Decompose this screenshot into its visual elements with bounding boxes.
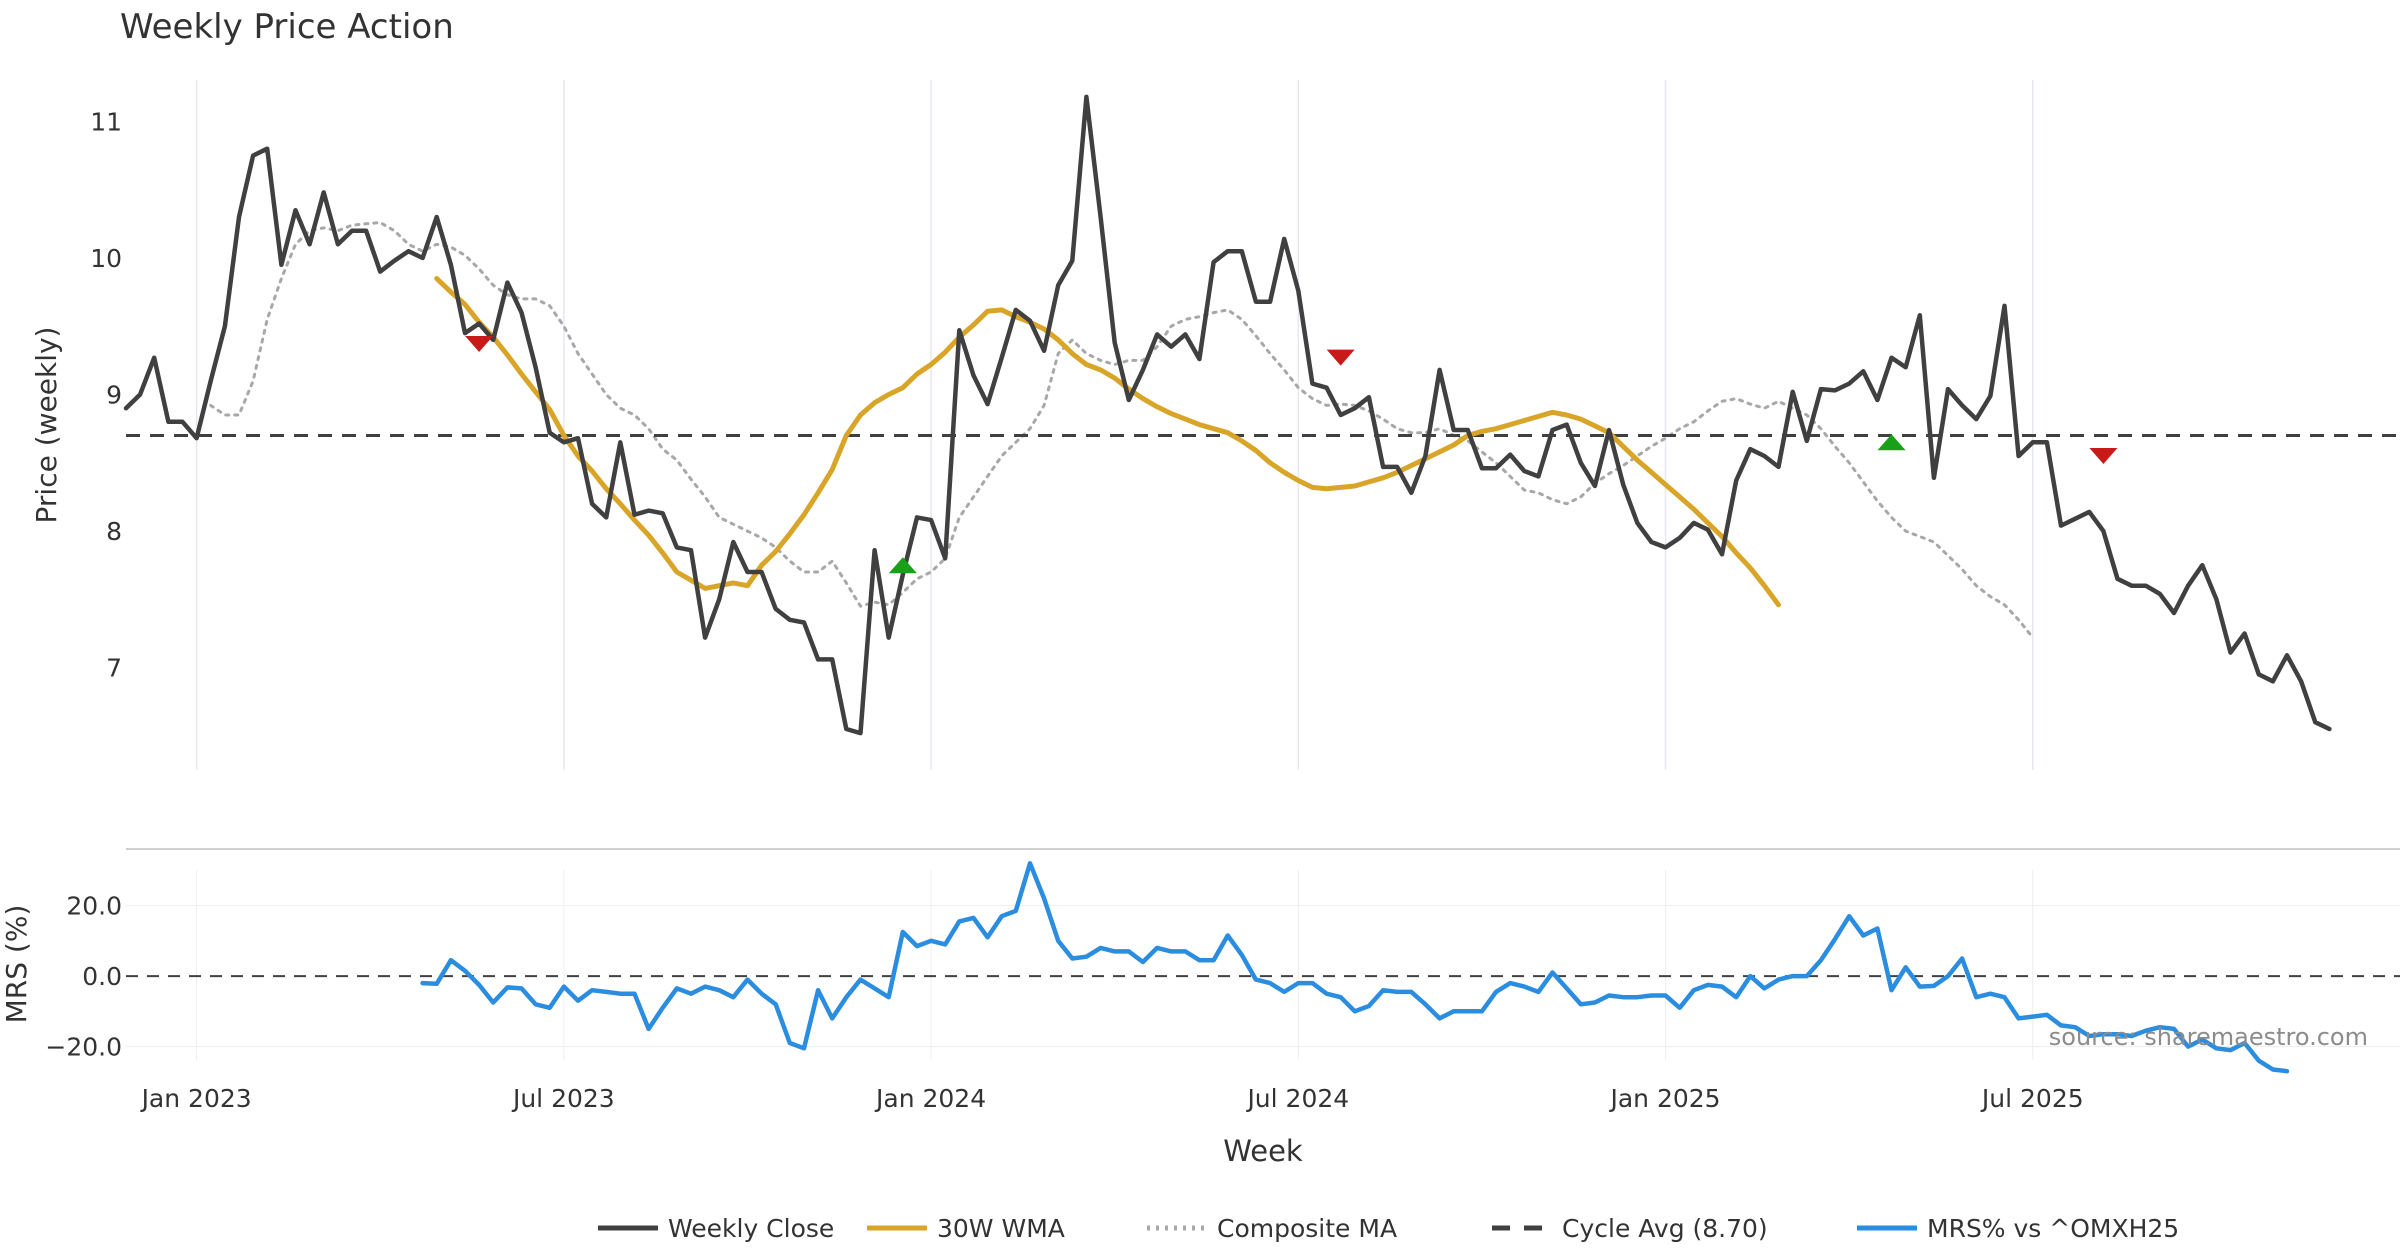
mrs-grid	[126, 870, 2400, 1060]
sell-signal-marker-4	[2089, 447, 2118, 464]
x-tick-label: Jul 2023	[511, 1084, 615, 1113]
x-tick-label: Jul 2025	[1980, 1084, 2084, 1113]
mrs-y-ticks: 20.0 0.0 −20.0	[45, 892, 122, 1062]
legend-label-cycle-avg-8-70: Cycle Avg (8.70)	[1562, 1214, 1768, 1243]
x-tick-label: Jan 2023	[140, 1084, 252, 1113]
buy-signal-marker-3	[1877, 434, 1906, 451]
source-annotation: source: sharemaestro.com	[2049, 1023, 2368, 1051]
weekly-close-line	[123, 94, 2332, 736]
signal-markers	[465, 336, 2118, 574]
mrs-y-tick-label: 0.0	[82, 962, 122, 991]
x-tick-label: Jan 2025	[1608, 1084, 1720, 1113]
price-y-tick-label: 9	[106, 381, 122, 410]
x-axis-ticks: Jan 2023 Jul 2023 Jan 2024 Jul 2024 Jan 2025…	[140, 1084, 2084, 1113]
legend-label-30w-wma: 30W WMA	[937, 1214, 1065, 1243]
price-y-tick-label: 11	[90, 107, 122, 136]
30w-wma-line	[434, 276, 1781, 608]
mrs-series-group	[126, 861, 2400, 1074]
chart-title: Weekly Price Action	[120, 7, 454, 47]
mrs-y-axis-label: MRS (%)	[0, 905, 33, 1024]
buy-signal-marker-1	[888, 557, 917, 574]
price-y-ticks: 7 8 9 10 11	[90, 107, 122, 682]
mrs-y-tick-label: −20.0	[45, 1033, 122, 1062]
price-y-tick-label: 10	[90, 244, 122, 273]
sell-signal-marker-2	[1326, 349, 1355, 366]
legend-label-composite-ma: Composite MA	[1217, 1214, 1397, 1243]
legend-label-mrs-vs-omxh25: MRS% vs ^OMXH25	[1927, 1214, 2179, 1243]
price-y-axis-label: Price (weekly)	[30, 327, 63, 524]
mrs-line	[420, 861, 2290, 1074]
mrs-y-tick-label: 20.0	[66, 892, 122, 921]
composite-ma-line	[209, 221, 2035, 640]
price-y-tick-label: 8	[106, 517, 122, 546]
price-series-group	[123, 94, 2400, 736]
x-tick-label: Jan 2024	[874, 1084, 986, 1113]
legend: Weekly Close 30W WMA Composite MA Cycle Avg…	[598, 1214, 2179, 1243]
price-grid	[195, 80, 2034, 770]
legend-label-weekly-close: Weekly Close	[668, 1214, 834, 1243]
price-y-tick-label: 7	[106, 654, 122, 683]
sell-signal-marker-0	[465, 336, 494, 352]
x-tick-label: Jul 2024	[1245, 1084, 1349, 1113]
x-axis-label: Week	[1223, 1134, 1303, 1168]
